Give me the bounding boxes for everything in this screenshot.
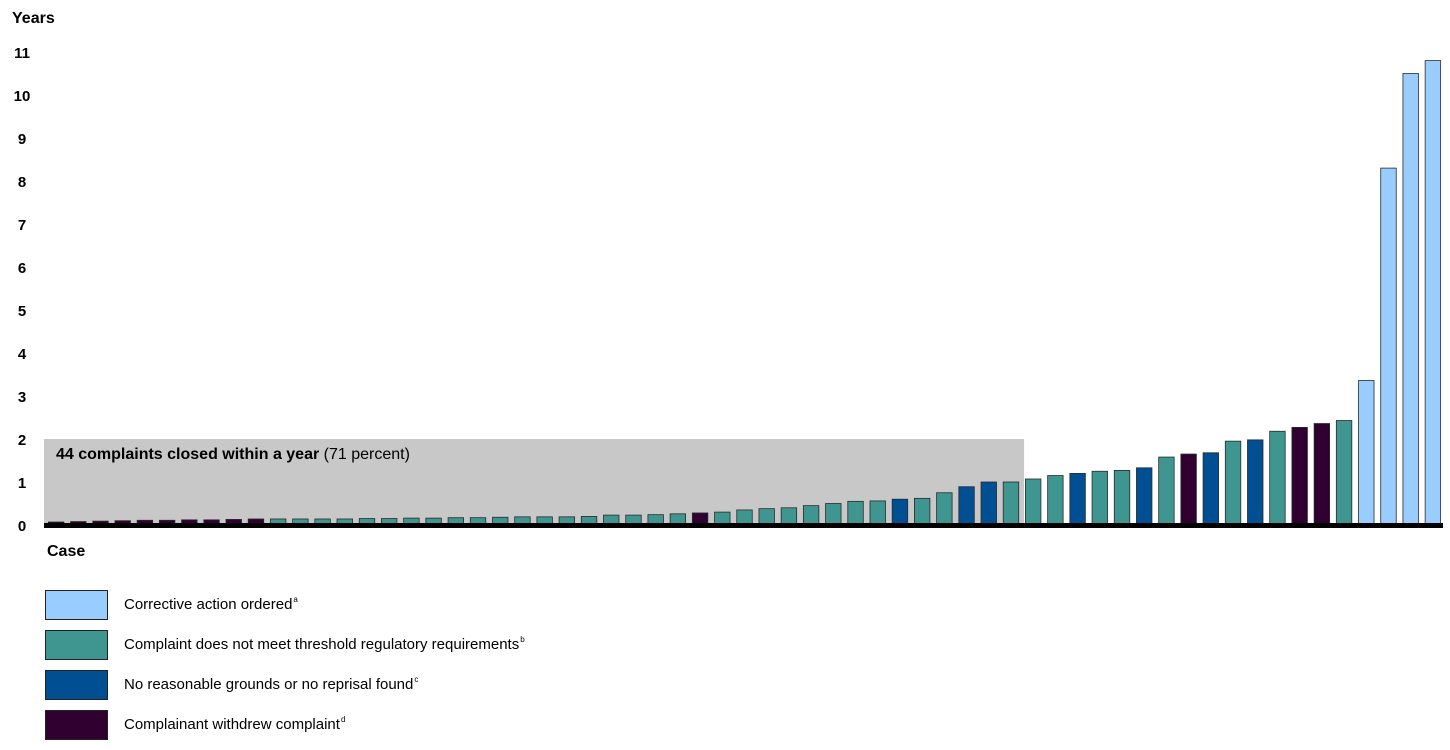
legend-swatch-withdrew — [45, 710, 108, 740]
legend-swatch-no-reprisal — [45, 670, 108, 700]
bar — [1202, 452, 1219, 526]
bar — [1269, 430, 1286, 526]
bar — [914, 497, 931, 526]
bar — [1091, 470, 1108, 526]
bar — [1313, 423, 1331, 526]
legend-label-threshold: Complaint does not meet threshold regula… — [124, 636, 520, 653]
legend-footnote-c: c — [414, 675, 419, 684]
y-tick-label: 8 — [18, 174, 26, 191]
legend-footnote-d: d — [340, 715, 346, 724]
bar — [780, 507, 798, 526]
legend-label-no-reprisal: No reasonable grounds or no reprisal fou… — [124, 676, 414, 693]
legend-footnote-b: b — [520, 635, 525, 644]
bar — [1291, 426, 1308, 526]
y-tick-label: 10 — [14, 88, 31, 105]
y-tick-label: 11 — [14, 45, 30, 62]
y-tick-label: 9 — [18, 131, 26, 148]
bar — [1180, 453, 1197, 526]
y-tick-label: 6 — [18, 260, 26, 277]
bar — [847, 500, 864, 526]
bar — [980, 481, 997, 526]
y-tick-label: 2 — [18, 432, 26, 449]
bar — [1136, 467, 1153, 526]
bar — [1069, 472, 1086, 526]
bar — [1424, 60, 1442, 526]
legend-swatch-corrective — [45, 590, 108, 620]
x-axis-label: Case — [47, 543, 86, 560]
y-tick-label: 3 — [18, 389, 26, 406]
bar — [1247, 439, 1264, 526]
x-axis-line — [44, 523, 1443, 528]
bar — [1358, 380, 1375, 526]
bar — [936, 492, 953, 526]
bar — [1158, 456, 1175, 526]
bar — [825, 503, 842, 526]
y-axis-label: Years — [12, 10, 55, 27]
bar — [958, 486, 975, 526]
legend-footnote-a: a — [293, 595, 298, 604]
bar — [736, 509, 753, 526]
bar — [1402, 73, 1419, 526]
bar — [802, 505, 820, 526]
bar — [1047, 475, 1064, 526]
legend-label-corrective: Corrective action ordered — [124, 596, 293, 613]
bar — [1025, 478, 1042, 526]
bars — [47, 60, 1442, 526]
y-tick-label: 7 — [18, 217, 26, 234]
bar — [1335, 420, 1353, 526]
bar — [891, 498, 909, 526]
legend-swatch-threshold — [45, 630, 108, 660]
bar — [1113, 469, 1131, 526]
y-tick-label: 5 — [18, 303, 26, 320]
y-tick-label: 1 — [18, 475, 26, 492]
bar — [869, 500, 886, 526]
bar — [1380, 167, 1397, 526]
bar — [1002, 481, 1020, 526]
x-axis — [44, 523, 1443, 528]
annotation-text: (71 percent) — [319, 446, 410, 463]
y-tick-label: 0 — [18, 518, 26, 535]
bar — [1224, 440, 1242, 526]
legend-label-withdrew: Complainant withdrew complaint — [124, 716, 340, 733]
annotation-bold-text: 44 complaints closed within a year — [56, 446, 320, 463]
annotation-label: 44 complaints closed within a year (71 p… — [56, 446, 410, 464]
y-tick-label: 4 — [18, 346, 27, 363]
bar — [758, 508, 775, 526]
y-axis: 0 1 2 3 4 5 6 7 8 9 10 11 — [14, 45, 31, 535]
